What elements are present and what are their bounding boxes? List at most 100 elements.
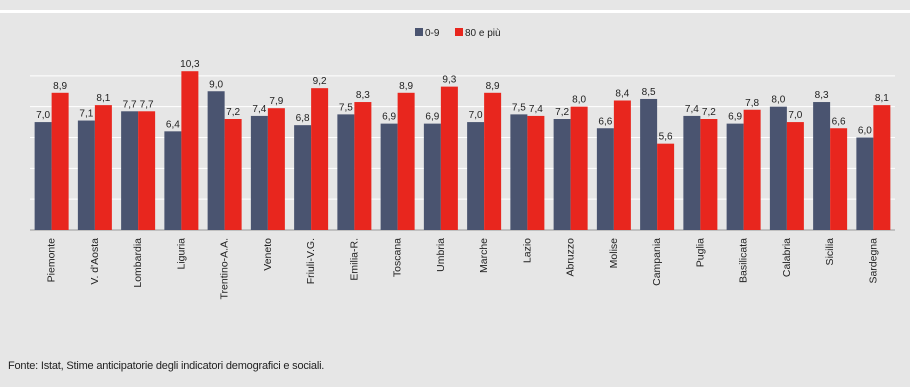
- bar: [787, 122, 804, 230]
- value-label: 7,0: [469, 110, 483, 121]
- value-label: 6,9: [728, 112, 742, 123]
- bar: [441, 87, 458, 230]
- category-label: Umbria: [435, 238, 447, 272]
- category-label: Toscana: [392, 238, 404, 277]
- value-label: 8,9: [53, 81, 67, 92]
- bars: [35, 71, 891, 230]
- bar: [35, 122, 52, 230]
- value-label: 8,9: [486, 81, 500, 92]
- bar: [830, 128, 847, 230]
- value-label: 8,3: [815, 90, 829, 101]
- legend-label: 0-9: [425, 28, 440, 39]
- value-label: 7,2: [702, 107, 716, 118]
- category-label: Lazio: [521, 238, 533, 263]
- category-label: Liguria: [175, 238, 187, 270]
- category-label: V. d'Aosta: [89, 238, 101, 285]
- value-label: 7,5: [339, 102, 353, 113]
- legend-swatch: [455, 28, 463, 36]
- bar: [337, 114, 354, 230]
- value-label: 7,7: [123, 99, 137, 110]
- value-label: 5,6: [659, 132, 673, 143]
- bar: [251, 116, 268, 230]
- value-label: 9,3: [442, 75, 456, 86]
- category-label: Puglia: [694, 238, 706, 267]
- bar: [138, 111, 155, 230]
- value-label: 7,4: [529, 104, 543, 115]
- gridlines: [30, 76, 895, 230]
- value-label: 8,9: [399, 81, 413, 92]
- category-label: Emilia-R.: [348, 238, 360, 281]
- value-label: 7,0: [788, 110, 802, 121]
- value-label: 8,4: [615, 89, 629, 100]
- bar: [873, 105, 890, 230]
- bar: [294, 125, 311, 230]
- bar: [225, 119, 242, 230]
- value-label: 6,9: [425, 112, 439, 123]
- legend: 0-9 80 e più: [415, 28, 501, 39]
- value-label: 6,4: [166, 119, 180, 130]
- bar: [354, 102, 371, 230]
- value-label: 7,4: [252, 104, 266, 115]
- category-label: Sardegna: [867, 238, 879, 284]
- category-label: Sicilia: [824, 238, 836, 266]
- bar: [78, 121, 95, 230]
- value-label: 7,2: [555, 107, 569, 118]
- value-label: 7,1: [79, 109, 93, 120]
- bar: [597, 128, 614, 230]
- value-label: 8,0: [572, 95, 586, 106]
- bar: [571, 107, 588, 230]
- chart: 0-9 80 e più 7,0 8,9 7,1 8,1 7,7 7,7 6,4 10,3 9,0…: [0, 20, 910, 330]
- category-label: Piemonte: [46, 238, 58, 283]
- value-labels: 7,08,97,18,17,7 7,76,410,39,07,2 7,47,96,8…: [36, 59, 889, 142]
- bar: [181, 71, 198, 230]
- bar-chart: 0-9 80 e più 7,08,97,18,17,7 7,76,410,39,0…: [0, 20, 910, 330]
- value-label: 6,0: [858, 126, 872, 137]
- category-label: Molise: [608, 238, 620, 269]
- bar: [744, 110, 761, 230]
- bar: [640, 99, 657, 230]
- value-label: 7,4: [685, 104, 699, 115]
- bar: [683, 116, 700, 230]
- bar: [424, 124, 441, 230]
- category-label: Basilicata: [738, 238, 750, 283]
- source-note: Fonte: Istat, Stime anticipatorie degli …: [8, 360, 324, 372]
- category-label: Veneto: [262, 238, 274, 271]
- bar: [398, 93, 415, 230]
- category-label: Trentino-A.A.: [219, 238, 231, 299]
- value-label: 6,6: [598, 116, 612, 127]
- bar: [554, 119, 571, 230]
- value-label: 8,0: [771, 95, 785, 106]
- bar: [484, 93, 501, 230]
- value-label: 7,2: [226, 107, 240, 118]
- bar: [467, 122, 484, 230]
- bar: [121, 111, 138, 230]
- top-rule: [0, 10, 910, 13]
- bar: [208, 91, 225, 230]
- bar: [657, 144, 674, 230]
- bar: [813, 102, 830, 230]
- value-label: 7,7: [140, 99, 154, 110]
- legend-label: 80 e più: [465, 28, 501, 39]
- value-label: 7,5: [512, 102, 526, 113]
- value-label: 6,9: [382, 112, 396, 123]
- value-label: 7,8: [745, 98, 759, 109]
- value-label: 6,6: [832, 116, 846, 127]
- legend-swatch: [415, 28, 423, 36]
- value-label: 8,3: [356, 90, 370, 101]
- value-label: 10,3: [180, 59, 200, 70]
- bar: [614, 101, 631, 231]
- bar: [700, 119, 717, 230]
- value-label: 9,2: [313, 76, 327, 87]
- bar: [311, 88, 328, 230]
- bar: [52, 93, 69, 230]
- category-label: Campania: [651, 238, 663, 286]
- value-label: 6,8: [296, 113, 310, 124]
- value-label: 9,0: [209, 79, 223, 90]
- bar: [527, 116, 544, 230]
- category-labels: Piemonte V. d'Aosta Lombardia Liguria Trenti…: [46, 238, 880, 300]
- category-label: Marche: [478, 238, 490, 273]
- bar: [510, 114, 527, 230]
- bar: [727, 124, 744, 230]
- bar: [164, 131, 181, 230]
- category-label: Calabria: [781, 238, 793, 277]
